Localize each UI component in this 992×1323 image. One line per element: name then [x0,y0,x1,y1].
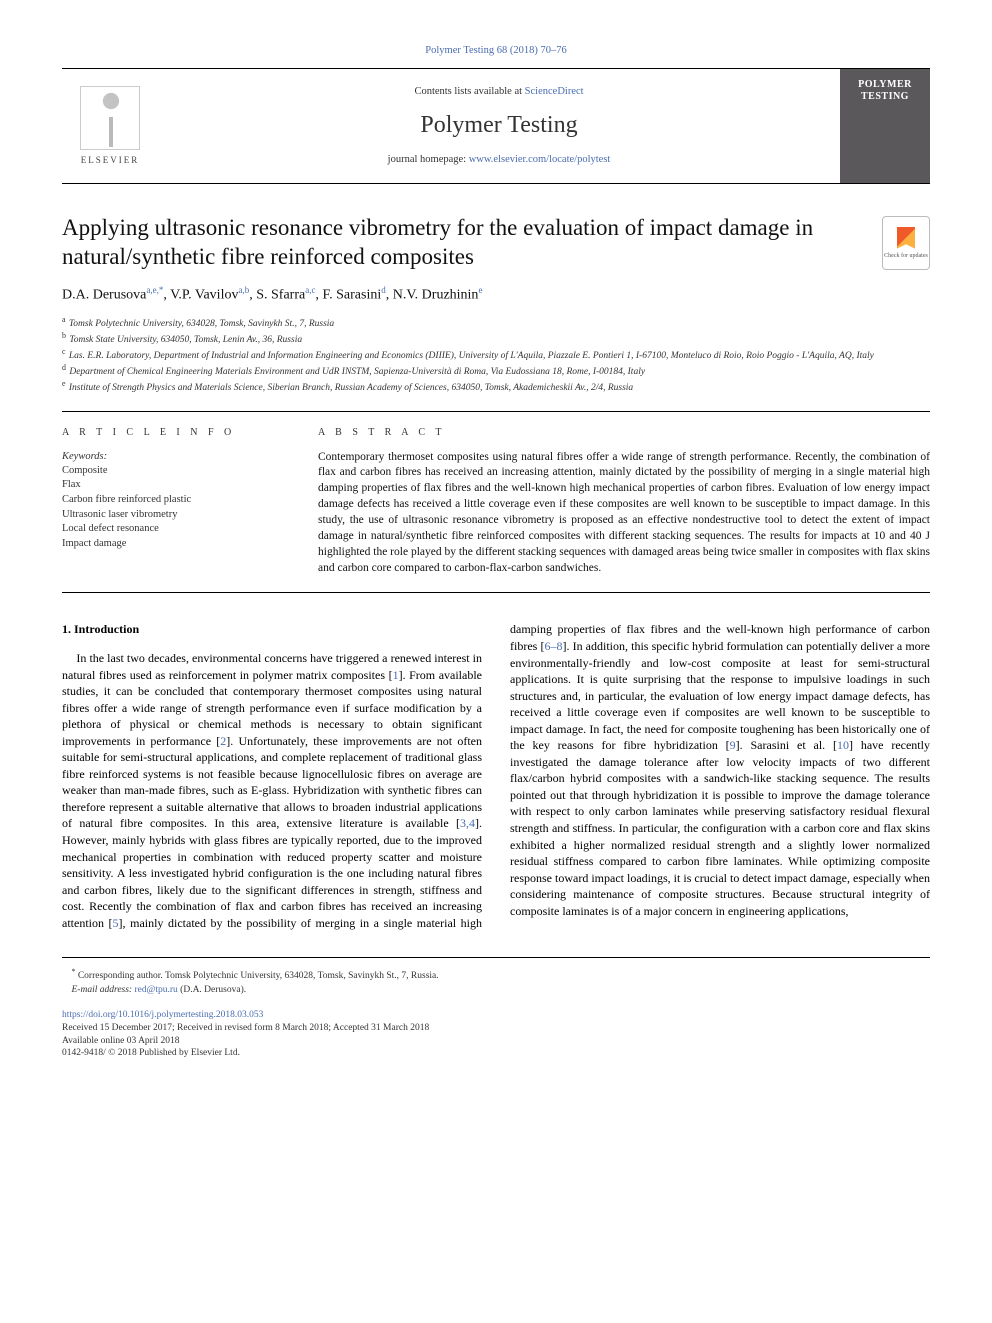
affil-ref-link[interactable]: e [478,285,482,295]
author: D.A. Derusova [62,287,146,302]
journal-cover-text: POLYMER TESTING [858,79,912,103]
author-affil-sup: a,e,* [146,285,163,295]
affiliations: a Tomsk Polytechnic University, 634028, … [62,315,930,395]
doi-link[interactable]: https://doi.org/10.1016/j.polymertesting… [62,1010,263,1020]
section-number: 1. [62,622,71,636]
abstract-text: Contemporary thermoset composites using … [318,450,930,577]
check-updates-label: Check for updates [884,252,928,260]
affil-ref-link[interactable]: a [305,285,309,295]
intro-paragraph: In the last two decades, environmental c… [62,621,930,931]
page: Polymer Testing 68 (2018) 70–76 ELSEVIER… [0,0,992,1100]
citation-link[interactable]: 10 [837,738,849,752]
online-line: Available online 03 April 2018 [62,1035,930,1048]
citation-link[interactable]: 1 [393,668,399,682]
citation-link[interactable]: 3,4 [460,816,475,830]
body-section: 1. Introduction In the last two decades,… [62,621,930,931]
authors-line: D.A. Derusovaa,e,*, V.P. Vavilova,b, S. … [62,284,930,306]
masthead: ELSEVIER Contents lists available at Sci… [62,68,930,184]
homepage-link[interactable]: www.elsevier.com/locate/polytest [469,154,611,165]
affil-ref-link[interactable]: a [238,285,242,295]
doi-block: https://doi.org/10.1016/j.polymertesting… [62,1009,930,1060]
bookmark-icon [897,227,915,249]
rule-bottom [62,592,930,593]
keywords-label: Keywords: [62,450,284,464]
contents-prefix: Contents lists available at [414,86,524,97]
keywords-list: CompositeFlaxCarbon fibre reinforced pla… [62,464,284,552]
abstract-heading: A B S T R A C T [318,426,930,440]
affiliation: d Department of Chemical Engineering Mat… [62,363,930,379]
body-columns: 1. Introduction In the last two decades,… [62,621,930,931]
corresponding-author-note: * Corresponding author. Tomsk Polytechni… [62,966,930,983]
article-info-col: A R T I C L E I N F O Keywords: Composit… [62,426,284,576]
corresponding-text: Corresponding author. Tomsk Polytechnic … [78,971,439,981]
author-affil-sup: d [381,285,386,295]
article-info-heading: A R T I C L E I N F O [62,426,284,440]
homepage-line: journal homepage: www.elsevier.com/locat… [388,153,611,167]
affiliation: c Las. E.R. Laboratory, Department of In… [62,347,930,363]
footnotes: * Corresponding author. Tomsk Polytechni… [62,957,930,997]
received-line: Received 15 December 2017; Received in r… [62,1022,930,1035]
elsevier-tree-icon [80,86,140,150]
author: S. Sfarra [256,287,305,302]
author-affil-sup: a,c [305,285,315,295]
email-author: (D.A. Derusova). [180,985,246,995]
author: N.V. Druzhinin [393,287,479,302]
journal-name: Polymer Testing [420,109,577,141]
author: V.P. Vavilov [170,287,238,302]
affil-ref-link[interactable]: c [311,285,315,295]
affil-ref-link[interactable]: e [153,285,157,295]
email-line: E-mail address: red@tpu.ru (D.A. Derusov… [62,984,930,997]
keyword: Local defect resonance [62,522,284,537]
info-abstract-row: A R T I C L E I N F O Keywords: Composit… [62,412,930,592]
keyword: Impact damage [62,537,284,552]
journal-cover-thumb: POLYMER TESTING [840,69,930,183]
article-title: Applying ultrasonic resonance vibrometry… [62,214,930,272]
affiliation: a Tomsk Polytechnic University, 634028, … [62,315,930,331]
running-head-link[interactable]: Polymer Testing 68 (2018) 70–76 [425,45,566,56]
publisher-logo: ELSEVIER [62,69,158,183]
citation-link[interactable]: 2 [220,734,226,748]
contents-available-line: Contents lists available at ScienceDirec… [414,85,583,99]
section-heading: 1. Introduction [62,621,482,638]
masthead-center: Contents lists available at ScienceDirec… [158,69,840,183]
copyright-line: 0142-9418/ © 2018 Published by Elsevier … [62,1047,930,1060]
email-label: E-mail address: [72,985,133,995]
running-head: Polymer Testing 68 (2018) 70–76 [62,44,930,58]
keyword: Composite [62,464,284,479]
check-updates-badge[interactable]: Check for updates [882,216,930,270]
citation-link[interactable]: 6–8 [544,639,562,653]
keyword: Ultrasonic laser vibrometry [62,508,284,523]
affiliation: e Institute of Strength Physics and Mate… [62,379,930,395]
author-affil-sup: a,b [238,285,249,295]
citation-link[interactable]: 5 [113,916,119,930]
corr-ref-link[interactable]: * [159,285,164,295]
keyword: Flax [62,478,284,493]
homepage-prefix: journal homepage: [388,154,469,165]
abstract-col: A B S T R A C T Contemporary thermoset c… [318,426,930,576]
author-affil-sup: e [478,285,482,295]
keyword: Carbon fibre reinforced plastic [62,493,284,508]
affiliation: b Tomsk State University, 634050, Tomsk,… [62,331,930,347]
author: F. Sarasini [322,287,381,302]
sciencedirect-link[interactable]: ScienceDirect [525,86,584,97]
publisher-name: ELSEVIER [81,154,140,166]
affil-ref-link[interactable]: a [146,285,150,295]
affil-ref-link[interactable]: d [381,285,386,295]
affil-ref-link[interactable]: b [245,285,250,295]
email-link[interactable]: red@tpu.ru [134,985,177,995]
section-title: Introduction [74,622,139,636]
title-block: Applying ultrasonic resonance vibrometry… [62,214,930,272]
citation-link[interactable]: 9 [730,738,736,752]
